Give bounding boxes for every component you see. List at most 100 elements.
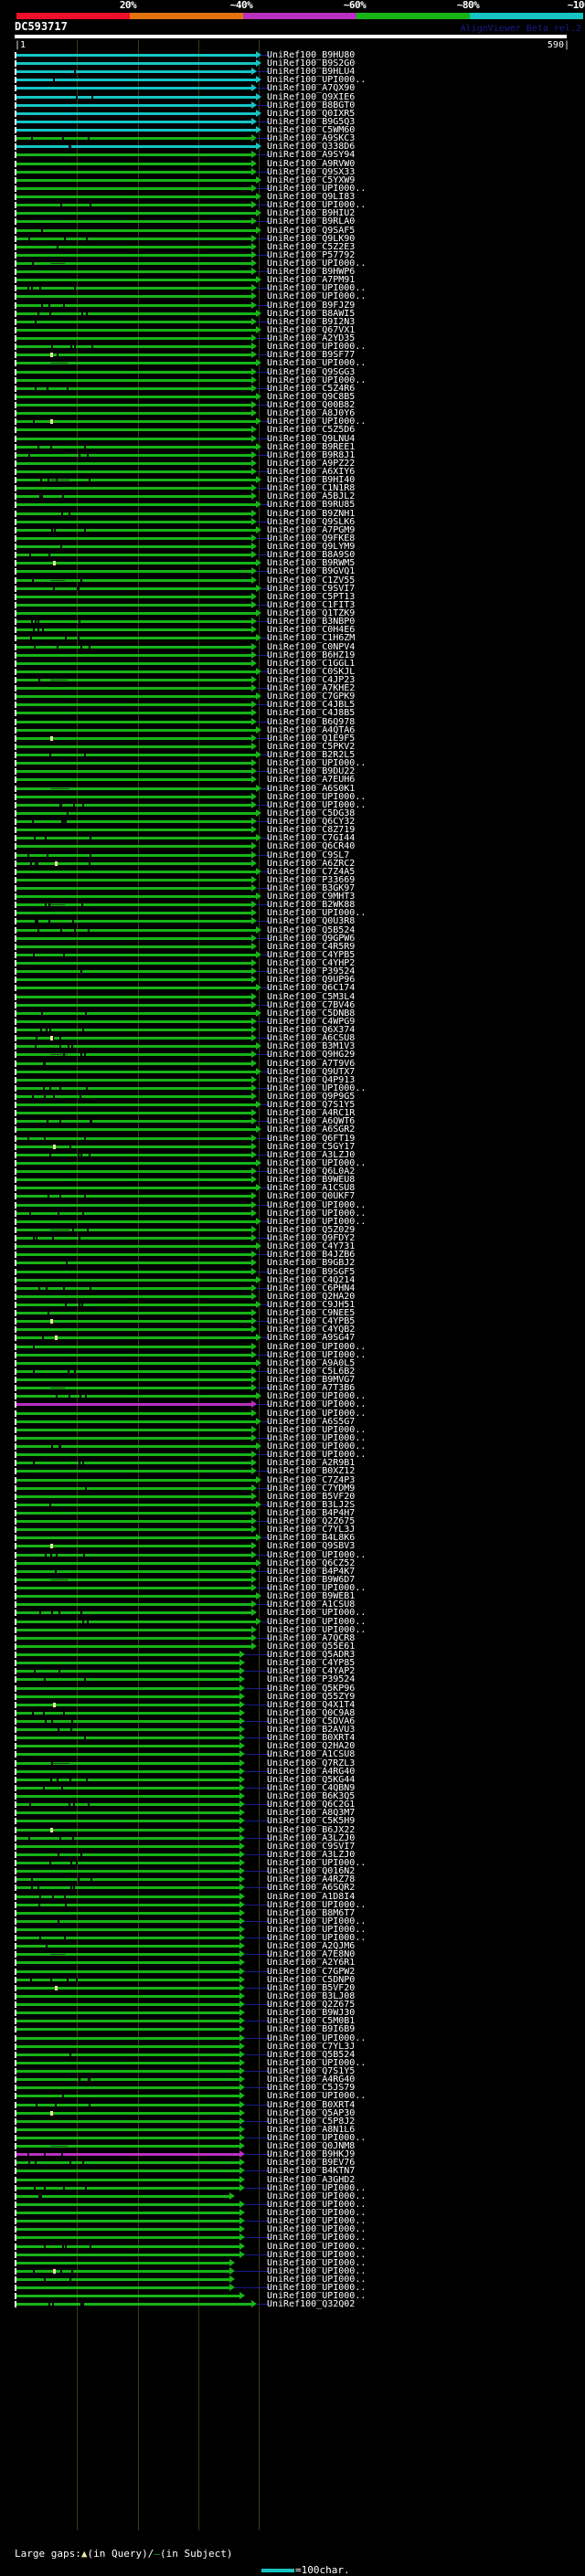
hit-accession-label[interactable]: UniRef100_UPI000.. xyxy=(267,1916,367,1927)
hit-accession-label[interactable]: UniRef100_Q5Z029 xyxy=(267,1224,356,1235)
hit-row[interactable]: UniRef100_C5M0B1 xyxy=(0,2016,585,2026)
hit-segment[interactable] xyxy=(16,212,257,216)
hit-row[interactable]: UniRef100_UPI000.. xyxy=(0,1209,585,1219)
hit-accession-label[interactable]: UniRef100_Q9P9G5 xyxy=(267,1092,356,1102)
hit-row[interactable]: UniRef100_B3LJ2S xyxy=(0,1500,585,1510)
hit-row[interactable]: UniRef100_UPI000.. xyxy=(0,2224,585,2234)
hit-accession-label[interactable]: UniRef100_A7T3B6 xyxy=(267,1383,356,1394)
hit-row[interactable]: UniRef100_B9HKJ9 xyxy=(0,2149,585,2159)
hit-row[interactable]: UniRef100_Q4P913 xyxy=(0,1075,585,1085)
hit-row[interactable]: UniRef100_Q7S1Y5 xyxy=(0,1100,585,1110)
hit-row[interactable]: UniRef100_C5K5H9 xyxy=(0,1816,585,1826)
hit-accession-label[interactable]: UniRef100_Q2Z675 xyxy=(267,2000,356,2011)
hit-row[interactable]: UniRef100_UPI000.. xyxy=(0,1217,585,1227)
hit-segment[interactable] xyxy=(16,2153,239,2157)
hit-segment[interactable] xyxy=(16,1304,257,1306)
hit-accession-label[interactable]: UniRef100_C4YPB5 xyxy=(267,1316,356,1327)
hit-row[interactable]: UniRef100_B6K3Q5 xyxy=(0,1791,585,1801)
hit-row[interactable]: UniRef100_Q5KP96 xyxy=(0,1684,585,1694)
hit-accession-label[interactable]: UniRef100_C1H6ZM xyxy=(267,633,356,644)
hit-row[interactable]: UniRef100_C9JH51 xyxy=(0,1300,585,1310)
hit-accession-label[interactable]: UniRef100_UPI000.. xyxy=(267,2133,367,2143)
hit-segment[interactable] xyxy=(16,153,252,157)
hit-accession-label[interactable]: UniRef100_UPI000.. xyxy=(267,1616,367,1627)
hit-segment[interactable] xyxy=(16,770,252,774)
hit-row[interactable]: UniRef100_UPI000.. xyxy=(0,2091,585,2101)
hit-row[interactable]: UniRef100_A7PM91 xyxy=(0,275,585,286)
hit-accession-label[interactable]: UniRef100_UPI000.. xyxy=(267,2275,367,2286)
hit-row[interactable]: UniRef100_C1H6ZM xyxy=(0,633,585,644)
hit-accession-label[interactable]: UniRef100_C7GPK9 xyxy=(267,692,356,702)
hit-segment[interactable] xyxy=(16,1578,252,1581)
hit-row[interactable]: UniRef100_UPI000.. xyxy=(0,342,585,353)
hit-segment[interactable] xyxy=(16,1903,239,1906)
hit-segment[interactable] xyxy=(16,1037,252,1040)
hit-segment[interactable] xyxy=(16,2261,230,2265)
hit-accession-label[interactable]: UniRef100_B8AWI5 xyxy=(267,308,356,319)
hit-accession-label[interactable]: UniRef100_C1ZV55 xyxy=(267,575,356,586)
hit-row[interactable]: UniRef100_B9W6D7 xyxy=(0,1575,585,1585)
hit-accession-label[interactable]: UniRef100_A1CSU8 xyxy=(267,1749,356,1760)
hit-row[interactable]: UniRef100_A1CSU8 xyxy=(0,1599,585,1610)
hit-segment[interactable] xyxy=(16,845,252,849)
hit-row[interactable]: UniRef100_A6XIY6 xyxy=(0,467,585,477)
hit-row[interactable]: UniRef100_A6S5G7 xyxy=(0,1417,585,1427)
hit-row[interactable]: UniRef100_B5VF20 xyxy=(0,1983,585,1993)
hit-row[interactable]: UniRef100_A9RVW0 xyxy=(0,159,585,169)
hit-segment[interactable] xyxy=(16,829,252,832)
hit-row[interactable]: UniRef100_B8M6T7 xyxy=(0,1908,585,1918)
hit-row[interactable]: UniRef100_Q7S1Y5 xyxy=(0,2066,585,2076)
hit-accession-label[interactable]: UniRef100_C5DNB8 xyxy=(267,1008,356,1019)
hit-accession-label[interactable]: UniRef100_B9RU85 xyxy=(267,500,356,511)
hit-segment[interactable] xyxy=(16,1211,252,1215)
hit-accession-label[interactable]: UniRef100_Q5AP30 xyxy=(267,2107,356,2118)
hit-accession-label[interactable]: UniRef100_A7PM91 xyxy=(267,275,356,286)
hit-row[interactable]: UniRef100_B9REE1 xyxy=(0,441,585,452)
hit-accession-label[interactable]: UniRef100_Q6X374 xyxy=(267,1025,356,1036)
hit-segment[interactable] xyxy=(16,70,252,74)
hit-row[interactable]: UniRef100_C4YP85 xyxy=(0,1658,585,1668)
hit-row[interactable]: UniRef100_UPI000.. xyxy=(0,2266,585,2276)
hit-row[interactable]: UniRef100_Q5AP30 xyxy=(0,2107,585,2118)
hit-row[interactable]: UniRef100_B0XZ12 xyxy=(0,1466,585,1476)
hit-accession-label[interactable]: UniRef100_B9WEB1 xyxy=(267,1591,356,1602)
hit-segment[interactable] xyxy=(16,1937,239,1940)
hit-accession-label[interactable]: UniRef100_C5Z2E3 xyxy=(267,241,356,252)
hit-accession-label[interactable]: UniRef100_B9S2G0 xyxy=(267,58,356,69)
hit-accession-label[interactable]: UniRef100_C4Y731 xyxy=(267,1241,356,1252)
hit-segment[interactable] xyxy=(16,386,252,390)
hit-row[interactable]: UniRef100_C7YL3J xyxy=(0,2042,585,2052)
hit-row[interactable]: UniRef100_B9S2G0 xyxy=(0,58,585,69)
hit-accession-label[interactable]: UniRef100_Q32Q02 xyxy=(267,2299,356,2310)
hit-segment[interactable] xyxy=(16,1411,252,1415)
hit-accession-label[interactable]: UniRef100_A8J0Y6 xyxy=(267,408,356,419)
hit-segment[interactable] xyxy=(16,1061,252,1065)
hit-accession-label[interactable]: UniRef100_C1FIT3 xyxy=(267,599,356,610)
hit-segment[interactable] xyxy=(16,1569,252,1573)
hit-segment[interactable] xyxy=(16,2228,239,2232)
hit-accession-label[interactable]: UniRef100_C9NEE5 xyxy=(267,1308,356,1319)
hit-accession-label[interactable]: UniRef100_Q9LYM9 xyxy=(267,542,356,553)
hit-accession-label[interactable]: UniRef100_A7QX90 xyxy=(267,83,356,94)
hit-row[interactable]: UniRef100_Q67VX1 xyxy=(0,324,585,335)
hit-row[interactable]: UniRef100_UPI000.. xyxy=(0,358,585,368)
hit-accession-label[interactable]: UniRef100_A7T9V6 xyxy=(267,1058,356,1069)
hit-row[interactable]: UniRef100_B9HLU4 xyxy=(0,67,585,77)
hit-row[interactable]: UniRef100_Q6CZ52 xyxy=(0,1558,585,1568)
hit-row[interactable]: UniRef100_Q5KG44 xyxy=(0,1775,585,1785)
hit-segment[interactable] xyxy=(16,378,252,382)
hit-row[interactable]: UniRef100_P39524 xyxy=(0,1674,585,1684)
hit-row[interactable]: UniRef100_Q9HG29 xyxy=(0,1050,585,1060)
hit-segment[interactable] xyxy=(16,2003,239,2007)
hit-accession-label[interactable]: UniRef100_UPI000.. xyxy=(267,1933,367,1944)
hit-segment[interactable] xyxy=(16,2269,230,2273)
hit-accession-label[interactable]: UniRef100_Q67VX1 xyxy=(267,324,356,335)
hit-accession-label[interactable]: UniRef100_UPI000.. xyxy=(267,342,367,353)
hit-accession-label[interactable]: UniRef100_A2YD35 xyxy=(267,333,356,344)
hit-row[interactable]: UniRef100_B3M1V3 xyxy=(0,1041,585,1051)
hit-row[interactable]: UniRef100_B2WK88 xyxy=(0,900,585,910)
hit-accession-label[interactable]: UniRef100_UPI000.. xyxy=(267,2208,367,2219)
hit-accession-label[interactable]: UniRef100_B9REE1 xyxy=(267,441,356,452)
hit-row[interactable]: UniRef100_Q6C174 xyxy=(0,983,585,993)
hit-accession-label[interactable]: UniRef100_UPI000.. xyxy=(267,2241,367,2252)
